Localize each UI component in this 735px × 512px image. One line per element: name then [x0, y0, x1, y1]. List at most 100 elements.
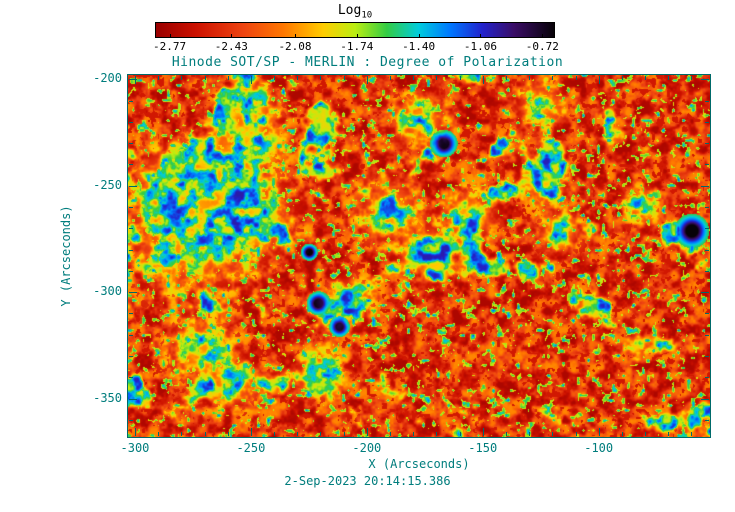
y-tick-label: -250: [93, 177, 122, 192]
colorbar-tick-label: -1.40: [402, 40, 436, 53]
axis-tick-mark: [701, 79, 709, 81]
axis-tick-mark: [129, 292, 137, 294]
axis-tick-mark: [227, 76, 229, 80]
axis-tick-mark: [274, 432, 276, 436]
x-tick-label: -200: [352, 441, 382, 455]
axis-tick-mark: [250, 76, 252, 84]
axis-tick-mark: [705, 377, 709, 379]
axis-tick-mark: [129, 270, 133, 272]
axis-tick-mark: [705, 100, 709, 102]
colorbar-tick-label: -0.72: [525, 40, 559, 53]
axis-tick-mark: [575, 76, 577, 80]
axis-tick-mark: [129, 398, 137, 400]
axis-tick-mark: [181, 76, 183, 80]
axis-tick-mark: [668, 432, 670, 436]
axis-tick-mark: [705, 164, 709, 166]
axis-tick-mark: [413, 76, 415, 80]
axis-tick-mark: [482, 428, 484, 436]
axis-tick-mark: [668, 76, 670, 80]
axis-tick-mark: [529, 76, 531, 80]
axis-tick-mark: [691, 432, 693, 436]
colorbar-gradient: [155, 22, 555, 38]
axis-tick-mark: [320, 432, 322, 436]
date-caption: 2-Sep-2023 20:14:15.386: [284, 474, 451, 488]
colorbar-tick-label: -1.74: [340, 40, 374, 53]
axis-tick-mark: [436, 432, 438, 436]
axis-tick-mark: [552, 432, 554, 436]
axis-tick-mark: [705, 313, 709, 315]
axis-tick-mark: [297, 76, 299, 80]
axis-tick-mark: [505, 432, 507, 436]
axis-tick-mark: [621, 432, 623, 436]
axis-tick-mark: [705, 249, 709, 251]
axis-tick-mark: [129, 356, 133, 358]
colorbar-tick-label: -2.08: [278, 40, 312, 53]
axis-tick-mark: [204, 76, 206, 80]
heatmap-canvas: [128, 75, 710, 437]
axis-tick-mark: [459, 432, 461, 436]
axis-tick-mark: [413, 432, 415, 436]
axis-tick-mark: [129, 143, 133, 145]
colorbar-title: Log10: [155, 3, 555, 21]
axis-tick-mark: [129, 377, 133, 379]
axis-tick-mark: [575, 432, 577, 436]
axis-tick-mark: [297, 432, 299, 436]
axis-tick-mark: [129, 228, 133, 230]
x-tick-label: -150: [468, 441, 498, 455]
x-tick-label: -100: [584, 441, 614, 455]
colorbar-tick-label: -2.43: [214, 40, 248, 53]
axis-tick-mark: [250, 428, 252, 436]
colorbar-tick-mark: [418, 34, 420, 38]
axis-tick-mark: [552, 76, 554, 80]
axis-tick-mark: [529, 432, 531, 436]
axis-tick-mark: [129, 164, 133, 166]
axis-tick-mark: [691, 76, 693, 80]
axis-tick-mark: [598, 428, 600, 436]
axis-tick-mark: [705, 270, 709, 272]
axis-tick-mark: [204, 432, 206, 436]
axis-tick-mark: [598, 76, 600, 84]
axis-tick-mark: [129, 121, 133, 123]
axis-tick-mark: [621, 76, 623, 80]
axis-tick-mark: [129, 207, 133, 209]
y-tick-label: -350: [93, 390, 122, 405]
colorbar-tick-mark: [295, 34, 296, 38]
colorbar-tick-label: -2.77: [152, 40, 187, 53]
axis-tick-mark: [482, 76, 484, 84]
axis-tick-mark: [129, 313, 133, 315]
axis-tick-mark: [134, 428, 136, 436]
axis-tick-mark: [436, 76, 438, 80]
colorbar-tick-mark: [169, 34, 171, 38]
axis-tick-mark: [129, 185, 137, 187]
axis-tick-mark: [129, 100, 133, 102]
x-tick-label: -300: [120, 441, 150, 455]
axis-tick-mark: [705, 121, 709, 123]
axis-tick-mark: [129, 334, 133, 336]
axis-tick-mark: [705, 207, 709, 209]
axis-tick-mark: [705, 419, 709, 421]
axis-tick-mark: [366, 76, 368, 84]
colorbar-tick-mark: [480, 34, 482, 38]
axis-tick-mark: [701, 292, 709, 294]
axis-tick-mark: [343, 76, 345, 80]
colorbar-tick-mark: [231, 34, 233, 38]
axis-tick-mark: [320, 76, 322, 80]
axis-tick-mark: [129, 249, 133, 251]
plot-frame: [127, 74, 711, 438]
colorbar-title-text: Log: [337, 3, 362, 18]
axis-tick-mark: [705, 228, 709, 230]
axis-tick-mark: [705, 356, 709, 358]
axis-tick-mark: [505, 76, 507, 80]
axis-tick-mark: [701, 185, 709, 187]
axis-tick-mark: [274, 76, 276, 80]
axis-tick-mark: [390, 76, 392, 80]
axis-tick-mark: [705, 334, 709, 336]
axis-tick-mark: [158, 432, 160, 436]
axis-tick-mark: [645, 76, 647, 80]
colorbar-title-sub: 10: [361, 10, 373, 21]
axis-tick-mark: [390, 432, 392, 436]
x-tick-label: -250: [236, 441, 266, 455]
axis-tick-mark: [459, 76, 461, 80]
axis-tick-mark: [366, 428, 368, 436]
